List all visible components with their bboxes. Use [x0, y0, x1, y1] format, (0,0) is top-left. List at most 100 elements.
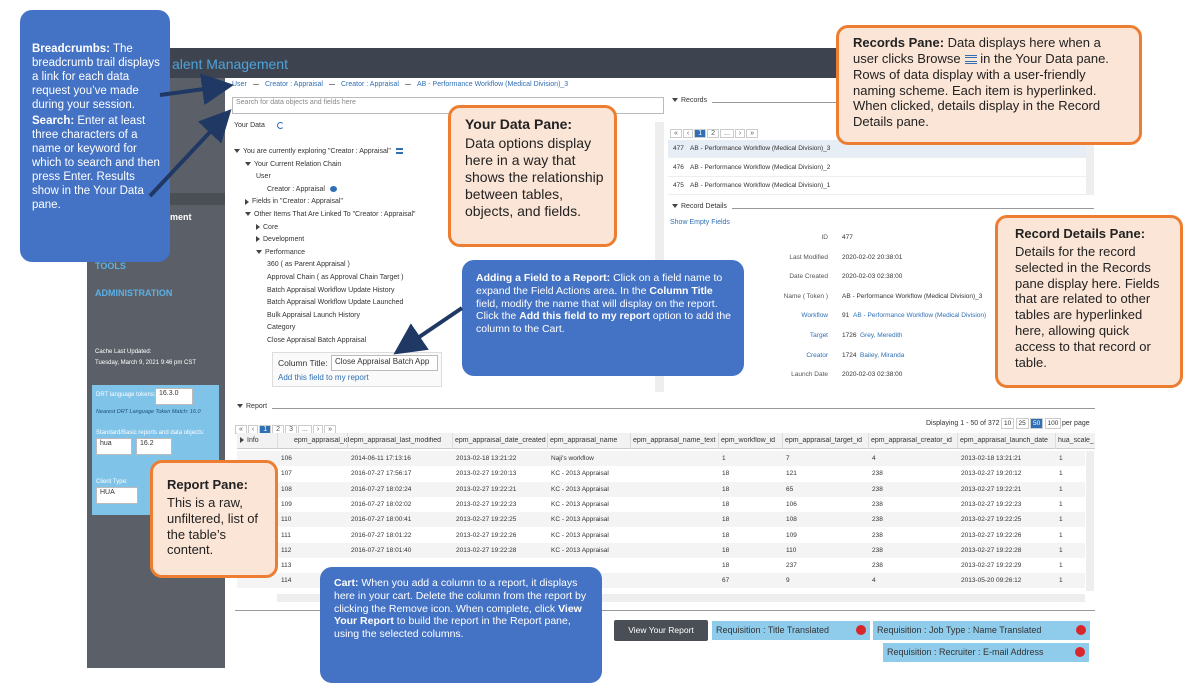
separator: [253, 84, 259, 85]
detail-label: Date Created: [789, 273, 828, 281]
tree-text: Close Appraisal Batch Appraisal: [267, 337, 367, 344]
tree-item[interactable]: Creator : Appraisal: [267, 186, 337, 193]
column-header[interactable]: epm_appraisal_last_modified: [350, 437, 442, 444]
tree-text: Approval Chain ( as Approval Chain Targe…: [267, 274, 404, 281]
page-button[interactable]: «: [670, 129, 682, 138]
tree-item[interactable]: Performance: [256, 249, 305, 256]
column-divider: [630, 433, 631, 449]
column-header[interactable]: epm_appraisal_id: [294, 437, 350, 444]
input[interactable]: hua: [96, 438, 132, 455]
remove-icon[interactable]: [856, 625, 866, 635]
page-size[interactable]: 10: [1001, 418, 1015, 429]
report-header: Report: [237, 403, 267, 410]
nav-item[interactable]: ment: [170, 212, 192, 222]
expander[interactable]: [245, 198, 249, 205]
tree-item[interactable]: Core: [256, 224, 278, 231]
page-button[interactable]: ...: [720, 129, 734, 138]
column-header[interactable]: epm_appraisal_launch_date: [960, 437, 1048, 444]
remove-icon[interactable]: [1076, 625, 1086, 635]
breadcrumb[interactable]: Creator : Appraisal: [265, 81, 323, 88]
tree-item[interactable]: Development: [256, 236, 304, 243]
tree-item[interactable]: User: [256, 173, 271, 180]
tree-item[interactable]: Approval Chain ( as Approval Chain Targe…: [267, 274, 403, 281]
tree-item[interactable]: Your Current Relation Chain: [245, 161, 341, 168]
page-size[interactable]: 100: [1044, 418, 1062, 429]
cell: 108: [281, 485, 292, 493]
cell: 2013-02-27 19:22:28: [961, 546, 1022, 554]
tree-item[interactable]: Bulk Appraisal Launch History: [267, 312, 360, 319]
page-button[interactable]: 1: [694, 129, 707, 138]
detail-value[interactable]: Grey, Meredith: [860, 332, 903, 339]
tree-item[interactable]: Other Items That Are Linked To "Creator …: [245, 211, 416, 218]
tree-item[interactable]: Category: [267, 324, 295, 331]
expander[interactable]: [245, 161, 251, 166]
tree-item[interactable]: Fields in "Creator : Appraisal": [245, 198, 343, 205]
record-name[interactable]: AB - Performance Workflow (Medical Divis…: [690, 182, 831, 189]
column-header[interactable]: epm_appraisal_name_text: [633, 437, 716, 444]
icon[interactable]: [329, 185, 337, 192]
cart-item-label: Requisition : Recruiter : E-mail Address: [887, 647, 1044, 657]
detail-value[interactable]: AB - Performance Workflow (Medical Divis…: [853, 312, 987, 320]
cell: 2016-07-27 17:56:17: [351, 470, 412, 478]
tree-item[interactable]: Batch Appraisal Workflow Update Launched: [267, 299, 403, 306]
cart-item-label: Requisition : Title Translated: [716, 625, 830, 635]
column-header[interactable]: epm_appraisal_name: [550, 437, 618, 444]
cell: 1: [1059, 455, 1063, 462]
separator: [405, 84, 411, 85]
callout-bold: Add this field to my report: [519, 310, 650, 323]
nav-item[interactable]: ADMINISTRATION: [95, 288, 173, 298]
page-button[interactable]: »: [746, 129, 759, 138]
expander: [672, 204, 678, 209]
info-header: Info: [240, 437, 259, 444]
column-header[interactable]: hua_scale_: [1058, 437, 1094, 444]
column-header[interactable]: epm_workflow_id: [721, 437, 776, 444]
expander[interactable]: [256, 223, 260, 230]
column-header[interactable]: epm_appraisal_creator_id: [871, 437, 952, 444]
pager: «‹ 1 2... ›»: [670, 122, 759, 140]
tree-text: Bulk Appraisal Launch History: [267, 311, 360, 319]
refresh-icon[interactable]: [277, 122, 284, 129]
input[interactable]: 16.2: [136, 438, 172, 455]
tree-item[interactable]: Close Appraisal Batch Appraisal: [267, 337, 366, 344]
page-button[interactable]: 2: [707, 129, 720, 138]
breadcrumb[interactable]: User: [232, 81, 247, 88]
nav-item[interactable]: TOOLS: [95, 261, 126, 271]
record-row[interactable]: [668, 177, 1086, 195]
expander[interactable]: [256, 236, 260, 243]
cell: 2013-02-27 19:22:29: [961, 562, 1022, 570]
tree-text: You are currently exploring "Creator : A…: [243, 148, 391, 155]
callout-paragraph: Breadcrumbs: The breadcrumb trail displa…: [32, 42, 160, 112]
select[interactable]: HUA: [96, 487, 138, 504]
cell: 237: [786, 562, 797, 570]
detail-value[interactable]: Bailey, Miranda: [860, 351, 905, 359]
breadcrumb[interactable]: Creator : Appraisal: [341, 81, 399, 88]
input[interactable]: 16.3.0: [155, 388, 193, 405]
expander[interactable]: [234, 149, 240, 154]
page-button[interactable]: ›: [734, 129, 746, 138]
page-button[interactable]: ‹: [682, 129, 694, 138]
callout-bold: View Your Report: [334, 602, 582, 628]
show-empty-link[interactable]: Show Empty Fields: [670, 219, 730, 226]
view-report-button[interactable]: View Your Report: [614, 620, 708, 641]
tree-item[interactable]: You are currently exploring "Creator : A…: [234, 148, 403, 155]
column-header[interactable]: epm_appraisal_date_created: [455, 437, 546, 444]
tree-item[interactable]: Batch Appraisal Workflow Update History: [267, 287, 394, 294]
page-size[interactable]: 50: [1030, 418, 1044, 429]
record-name[interactable]: AB - Performance Workflow (Medical Divis…: [690, 145, 831, 152]
page-size[interactable]: 25: [1015, 418, 1029, 429]
table-row: [237, 512, 1085, 528]
record-row[interactable]: [668, 158, 1086, 177]
input[interactable]: Close Appraisal Batch App: [331, 355, 438, 371]
expander[interactable]: [245, 212, 251, 217]
expander[interactable]: [256, 249, 262, 254]
record-name[interactable]: AB - Performance Workflow (Medical Divis…: [690, 163, 831, 171]
breadcrumb[interactable]: AB - Performance Workflow (Medical Divis…: [417, 81, 569, 88]
add-link[interactable]: Add this field to my report: [278, 373, 369, 382]
tree-item[interactable]: 360 ( as Parent Appraisal ): [267, 261, 350, 268]
cell: 1: [1059, 531, 1063, 539]
column-header[interactable]: epm_appraisal_target_id: [785, 437, 863, 444]
icon[interactable]: [395, 148, 403, 155]
remove-icon[interactable]: [1075, 647, 1085, 657]
callout-bold: Your Data Pane:: [465, 116, 573, 132]
cell: 2013-02-27 19:22:25: [961, 516, 1022, 524]
